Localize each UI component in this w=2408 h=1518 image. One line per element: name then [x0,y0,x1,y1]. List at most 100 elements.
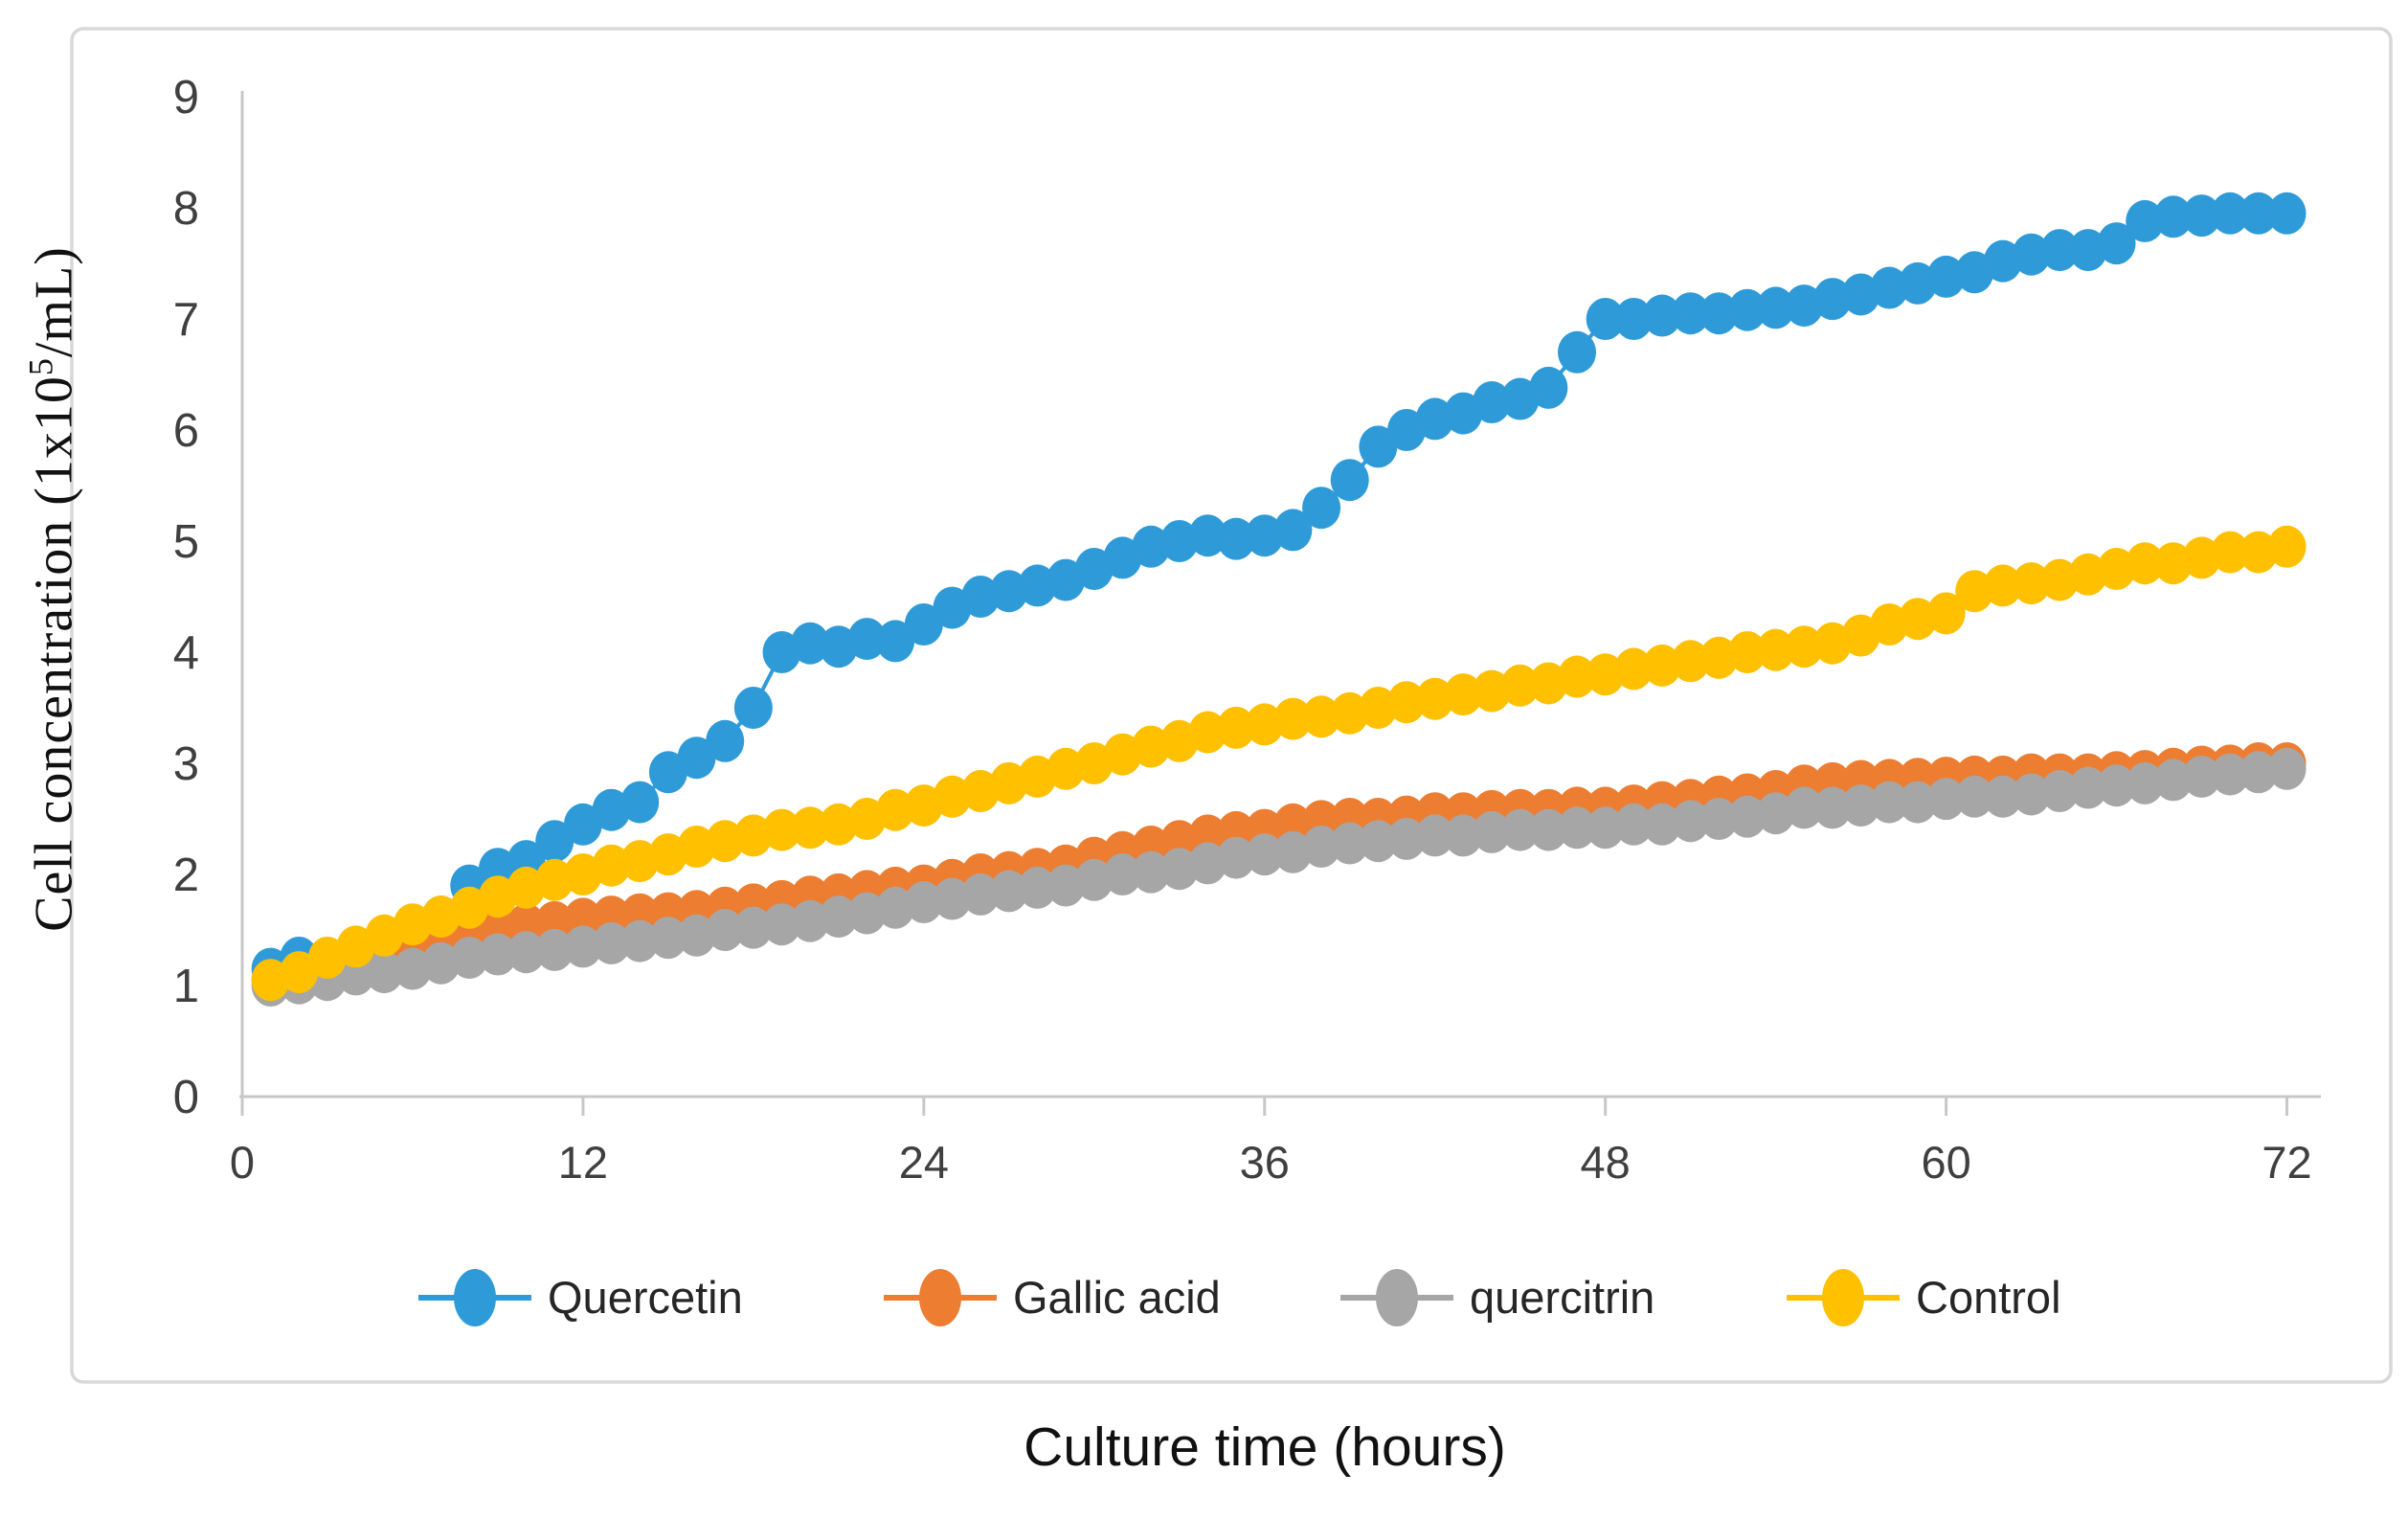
data-point [819,895,858,939]
y-tick-label: 0 [173,1072,199,1123]
data-point [847,618,887,661]
data-point [1046,864,1086,907]
data-point [563,803,602,846]
data-point [2267,192,2307,235]
data-point [1614,803,1654,846]
data-point [1785,284,1824,328]
data-point [506,931,546,974]
data-point [1273,830,1313,873]
y-axis-title-superscript: 5 [21,357,60,376]
data-point [2097,222,2136,265]
y-axis-ticks: 0 1 2 3 4 5 6 7 8 9 [173,72,199,1123]
data-point [791,806,830,850]
data-point [1132,725,1171,768]
x-axis-ticks: 0 12 24 36 48 60 72 [230,1097,2312,1188]
data-point [876,620,915,663]
data-point [1132,850,1171,894]
data-point [1841,273,1880,316]
data-point [2068,553,2107,596]
data-point [2040,770,2080,812]
data-point [989,870,1028,913]
data-point [1245,833,1284,876]
data-point [1898,598,1937,641]
data-point [620,919,660,963]
series-control [251,525,2307,1002]
data-point [1132,525,1171,568]
data-point [1018,564,1057,607]
data-point [1188,711,1227,754]
data-point [2126,199,2165,242]
y-axis-title-text: Cell concentration (1x10 [24,375,84,932]
data-point [2267,747,2307,790]
y-tick-label: 8 [173,183,199,235]
y-tick-label: 9 [173,72,199,124]
data-point [1273,697,1313,740]
data-point [762,903,801,946]
data-point [1926,255,1966,298]
data-point [1699,798,1739,840]
data-point [1898,261,1937,305]
data-point [1699,636,1739,679]
data-point [2153,542,2193,585]
data-point [706,820,745,863]
data-point [2182,536,2221,579]
data-point [1841,784,1880,827]
data-point [1103,853,1142,895]
data-point [1785,625,1824,668]
data-point [280,951,319,994]
data-point [1643,803,1681,846]
data-point [2182,194,2221,238]
data-point [1330,691,1369,735]
data-point [1473,669,1512,713]
data-point [1018,866,1057,909]
data-point [1727,631,1767,673]
legend-item-gallic-acid: Gallic acid [884,1269,1221,1326]
data-point [1727,288,1767,331]
data-point [1529,808,1568,851]
data-point [791,899,830,942]
data-point [1983,564,2022,607]
data-point [1473,381,1512,423]
data-point [1529,662,1568,705]
data-point [2012,773,2051,816]
data-point [1558,330,1597,374]
data-point [563,925,602,968]
legend-item-quercetin: Quercetin [418,1269,743,1326]
data-point [1500,808,1540,851]
data-point [677,826,716,868]
data-point [620,781,660,824]
data-point [2239,751,2278,794]
data-point [2012,233,2051,276]
data-point [1812,786,1852,829]
data-point [1159,848,1199,891]
data-point [1785,786,1824,829]
data-point [733,687,773,729]
data-point [1699,292,1739,335]
data-point [592,844,631,887]
data-point [2040,229,2080,272]
data-point [2239,192,2278,235]
data-point [933,877,972,920]
data-point [1444,814,1483,857]
legend: Quercetin Gallic acid quercitrin Control [418,1269,2061,1326]
data-point [2153,759,2193,802]
data-point [762,808,801,851]
legend-label: Quercetin [548,1272,743,1323]
x-tick-label: 0 [230,1137,255,1188]
data-point [1756,628,1795,671]
data-point [421,941,461,985]
x-tick-label: 48 [1581,1137,1631,1188]
data-point [2267,525,2307,568]
legend-label: Gallic acid [1013,1272,1221,1323]
data-point [478,933,517,976]
data-point [1387,681,1427,724]
data-point [876,886,915,929]
data-point [1983,775,2022,818]
y-axis-title: Cell concentration (1x105/mL) [21,246,85,932]
data-point [2068,229,2107,272]
data-point [706,719,745,762]
data-point [1302,826,1341,868]
data-point [1643,294,1681,337]
legend-marker-dot [1376,1269,1418,1326]
